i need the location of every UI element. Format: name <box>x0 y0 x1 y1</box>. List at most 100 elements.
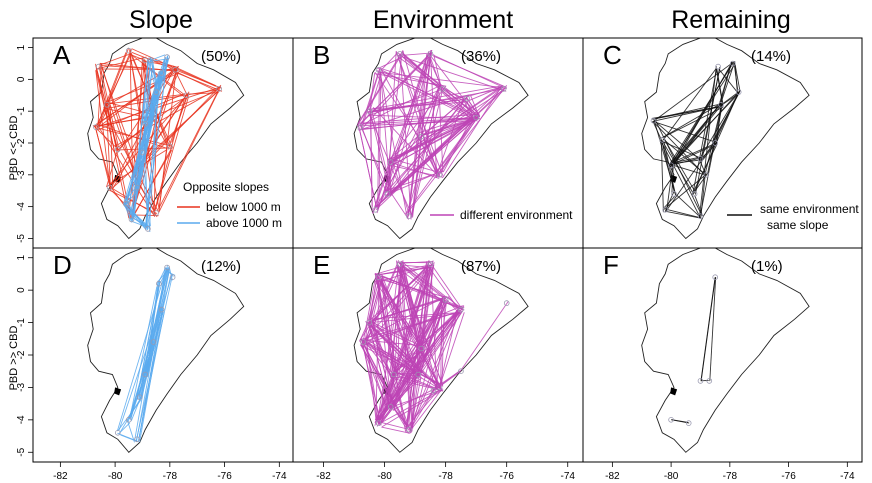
connection-line <box>381 390 442 428</box>
panel-percent-c: (14%) <box>751 48 791 65</box>
connection-line <box>362 274 377 343</box>
connection-line <box>435 100 464 177</box>
sample-site-marker <box>183 92 190 99</box>
connection-line <box>407 86 441 214</box>
connection-line <box>372 280 383 321</box>
legend-label-same-environment: same environment <box>760 202 859 216</box>
connection-line <box>429 261 464 311</box>
connection-line <box>664 210 702 219</box>
connection-line <box>376 116 473 207</box>
connection-line <box>131 48 216 87</box>
sample-site-marker <box>128 216 135 223</box>
y-tick-label: -4 <box>16 415 27 424</box>
connection-line <box>141 155 151 227</box>
connection-line <box>96 47 130 131</box>
x-tick-label: -74 <box>840 471 855 482</box>
connection-line <box>670 142 718 164</box>
connection-line <box>364 345 409 429</box>
y-axis-row-1: 1 0 -1 -2 -3 -4 -5 <box>16 255 33 457</box>
connection-line <box>668 93 739 167</box>
connection-line <box>700 277 716 381</box>
sample-site-marker <box>115 429 121 436</box>
y-tick-label: 1 <box>16 44 27 50</box>
connection-line <box>652 103 723 120</box>
connection-line <box>376 70 475 120</box>
connection-line <box>701 141 718 162</box>
connection-line <box>405 114 479 215</box>
connection-series-blue <box>122 54 170 233</box>
y-tick-label: -1 <box>16 106 27 115</box>
sample-site-marker <box>473 114 480 121</box>
connection-line <box>400 265 411 431</box>
sample-site-marker <box>136 394 143 401</box>
x-tick-label: -78 <box>723 471 738 482</box>
x-tick-label: -74 <box>561 471 576 482</box>
connection-line <box>132 216 149 230</box>
connection-line <box>143 122 148 156</box>
connection-line <box>365 341 394 378</box>
sample-site-marker <box>106 184 113 191</box>
connection-line <box>407 389 442 434</box>
legend-opposite-slopes: Opposite slopes below 1000 m above 1000 … <box>177 180 282 230</box>
connection-line <box>402 50 438 175</box>
legend-same-environment: same environment same slope <box>727 202 859 232</box>
connection-line <box>128 59 146 218</box>
connection-line <box>397 52 478 122</box>
panel-percent-d: (12%) <box>201 258 241 275</box>
connection-line <box>377 309 458 423</box>
connection-line <box>668 163 705 176</box>
connection-line <box>125 200 147 229</box>
connection-line <box>663 195 676 209</box>
connection-line <box>156 267 166 286</box>
connection-line <box>127 373 149 419</box>
column-titles: Slope Environment Remaining <box>129 6 791 34</box>
connection-line <box>360 344 440 385</box>
sample-site-marker <box>406 426 412 433</box>
coastal-island <box>670 387 678 396</box>
connection-series-magenta <box>359 260 465 434</box>
connection-line <box>375 89 503 211</box>
connection-line <box>155 91 217 116</box>
connection-line <box>174 70 219 93</box>
sample-site-marker <box>697 156 704 162</box>
panel-letter-c: C <box>603 40 622 70</box>
connection-line <box>652 120 705 175</box>
connection-line <box>398 262 443 298</box>
connection-line <box>459 301 509 372</box>
sample-site-marker <box>366 319 373 326</box>
connection-line <box>415 313 462 377</box>
connection-line <box>129 49 172 150</box>
panel-f: F (1%) <box>582 247 863 463</box>
connection-line <box>124 203 147 228</box>
connection-line <box>376 347 421 422</box>
connection-line <box>357 118 474 130</box>
ecuador-outline <box>641 37 810 240</box>
connection-line <box>398 53 464 102</box>
connection-line <box>420 265 432 351</box>
connection-line <box>380 261 428 424</box>
connection-line <box>390 191 410 220</box>
y-tick-label: 0 <box>16 287 27 293</box>
x-tick-label: -82 <box>316 471 331 482</box>
legend-title: Opposite slopes <box>183 180 269 194</box>
connection-line <box>398 261 447 299</box>
connection-line <box>439 312 465 385</box>
connection-line <box>158 89 220 213</box>
connection-line <box>134 57 150 190</box>
connection-line <box>659 139 701 219</box>
connection-line <box>97 70 102 129</box>
connection-line <box>362 70 380 126</box>
connection-line <box>145 54 169 229</box>
legend-label-same-slope: same slope <box>767 218 829 232</box>
connection-line <box>377 56 402 70</box>
sample-site-marker <box>390 371 397 378</box>
sample-site-marker <box>387 159 394 165</box>
connection-line <box>381 264 433 282</box>
connection-line <box>692 68 718 196</box>
sample-site-marker <box>396 261 403 268</box>
sample-site-marker <box>115 146 121 153</box>
legend-label-above: above 1000 m <box>206 216 282 230</box>
panel-letter-a: A <box>53 40 71 70</box>
connection-line <box>421 115 481 136</box>
axes: 10-1-2-3-4-510-1-2-3-4-5-82 -80 -78 -76 -74-… <box>16 44 855 482</box>
